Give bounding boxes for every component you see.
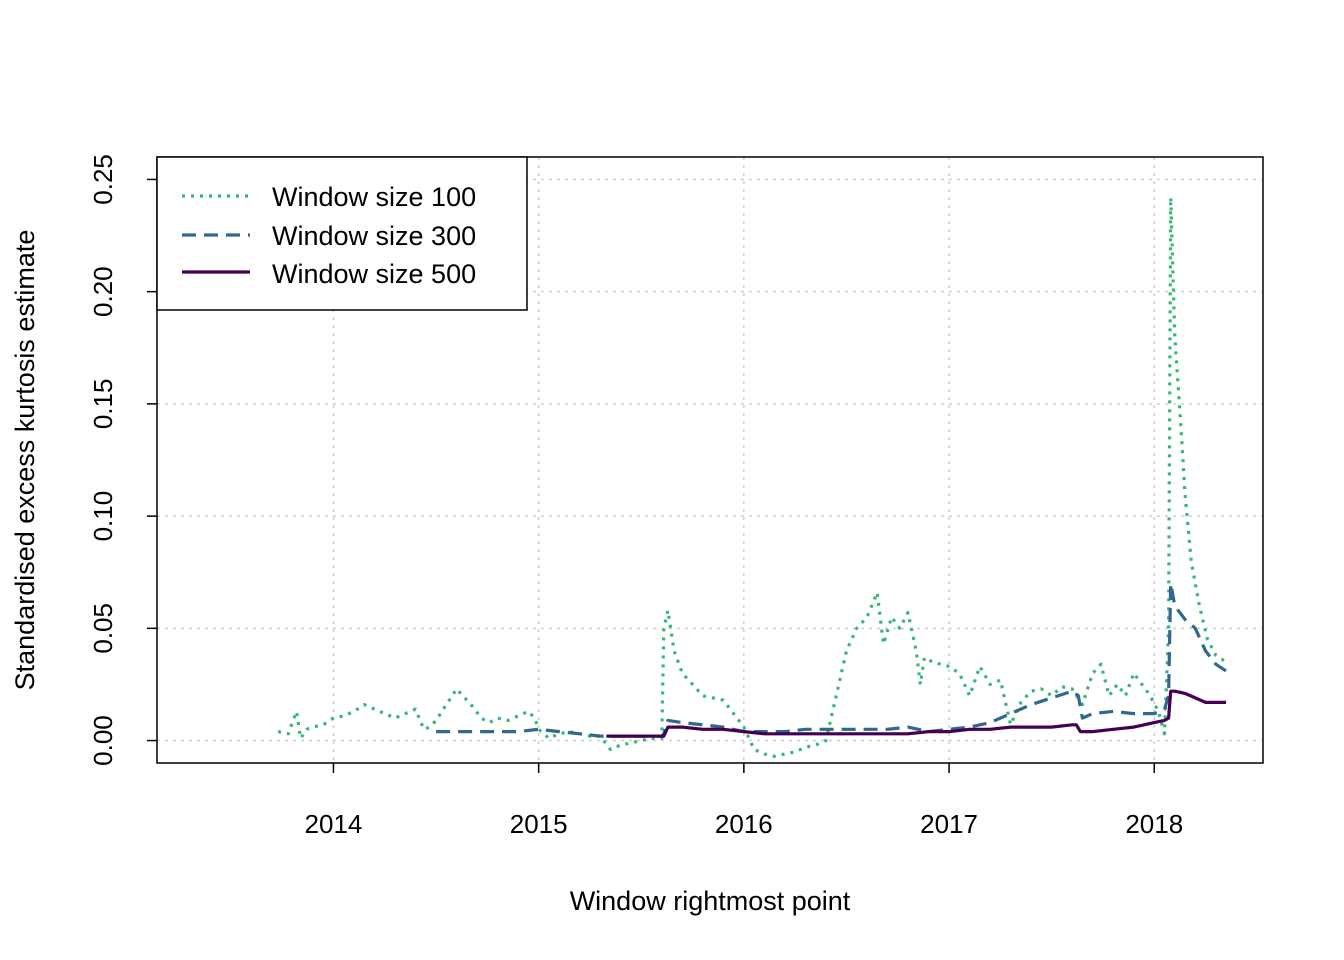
x-tick-label: 2017 — [920, 809, 978, 839]
x-tick-label: 2018 — [1125, 809, 1183, 839]
y-tick-label: 0.25 — [88, 154, 118, 205]
y-tick-label: 0.00 — [88, 715, 118, 766]
x-axis-title: Window rightmost point — [570, 886, 851, 916]
legend: Window size 100 Window size 300 Window s… — [156, 156, 528, 311]
y-tick-label: 0.20 — [88, 266, 118, 317]
y-tick-label: 0.05 — [88, 603, 118, 654]
series-line-w300 — [436, 581, 1227, 738]
x-axis: 2014 2015 2016 2017 2018 — [305, 763, 1183, 839]
series-line-w500 — [606, 689, 1227, 738]
y-axis: 0.00 0.05 0.10 0.15 0.20 0.25 — [88, 154, 157, 766]
legend-label-w300: Window size 300 — [272, 221, 476, 251]
grid-lines — [157, 157, 1263, 763]
legend-label-w100: Window size 100 — [272, 182, 476, 212]
series-lines — [277, 195, 1227, 758]
plot-frame — [156, 156, 1264, 764]
y-tick-label: 0.10 — [88, 491, 118, 542]
series-line-w100 — [277, 195, 1227, 758]
x-tick-label: 2015 — [510, 809, 568, 839]
y-tick-label: 0.15 — [88, 379, 118, 430]
x-tick-label: 2014 — [305, 809, 363, 839]
legend-box — [156, 156, 528, 311]
x-tick-label: 2016 — [715, 809, 773, 839]
legend-label-w500: Window size 500 — [272, 259, 476, 289]
y-axis-title: Standardised excess kurtosis estimate — [10, 230, 40, 691]
